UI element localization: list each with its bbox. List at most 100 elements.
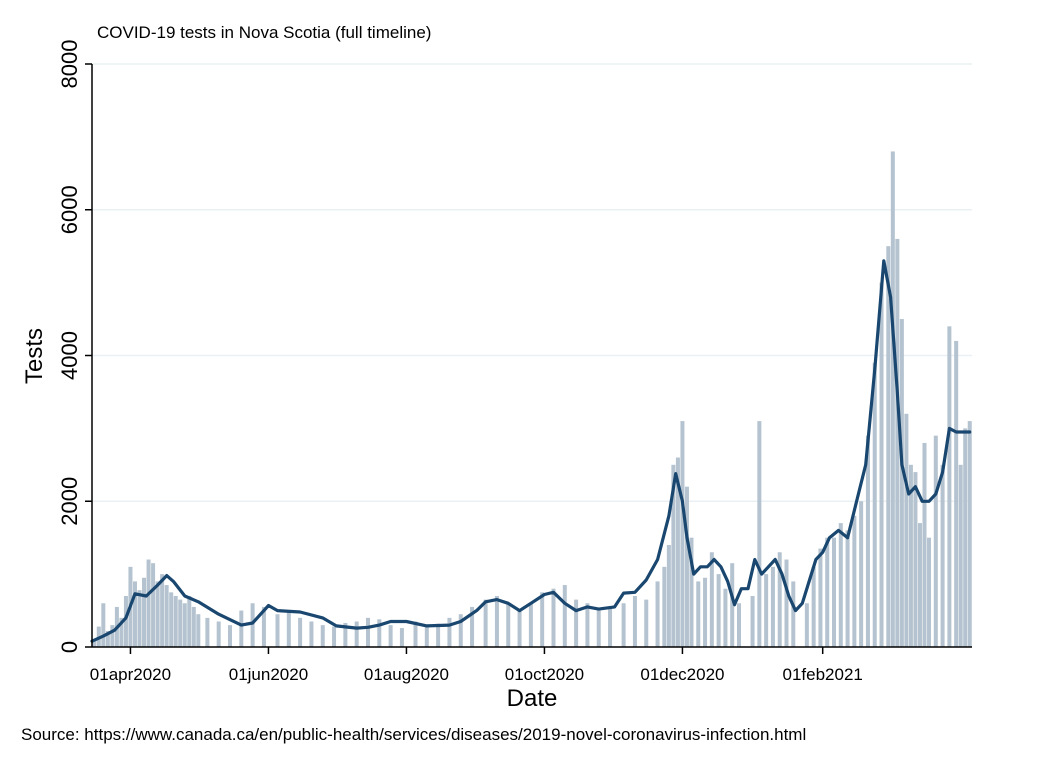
x-axis-ticks: 01apr2020 01jun2020 01aug2020 01oct2020 01de… bbox=[90, 647, 863, 684]
bar bbox=[632, 595, 637, 647]
x-axis-title: Date bbox=[507, 685, 558, 712]
bar bbox=[227, 625, 232, 647]
bar bbox=[736, 603, 741, 647]
bar bbox=[343, 622, 348, 647]
x-tick-label: 01feb2021 bbox=[783, 665, 863, 684]
bar bbox=[540, 592, 545, 647]
bar bbox=[895, 238, 900, 647]
bar bbox=[399, 628, 404, 647]
y-axis-ticks: 0 2000 4000 6000 8000 bbox=[57, 40, 92, 653]
bar bbox=[275, 614, 280, 647]
bar bbox=[655, 581, 660, 647]
bar bbox=[838, 523, 843, 647]
bar bbox=[562, 585, 567, 647]
bar bbox=[596, 610, 601, 647]
y-tick-label: 2000 bbox=[57, 477, 82, 526]
bar bbox=[506, 603, 511, 647]
bar bbox=[716, 574, 721, 647]
bar bbox=[298, 617, 303, 647]
bar bbox=[818, 548, 823, 647]
bar bbox=[483, 599, 488, 647]
bar bbox=[119, 617, 124, 647]
bar bbox=[286, 610, 291, 647]
x-tick-label: 01jun2020 bbox=[229, 665, 308, 684]
bar bbox=[92, 639, 97, 647]
bar bbox=[458, 614, 463, 647]
bar bbox=[528, 603, 533, 647]
bar bbox=[940, 464, 945, 647]
bar bbox=[917, 523, 922, 647]
bar bbox=[196, 614, 201, 647]
bar bbox=[517, 610, 522, 647]
bar bbox=[239, 610, 244, 647]
y-tick-label: 0 bbox=[57, 641, 82, 653]
bar bbox=[585, 603, 590, 647]
bar bbox=[320, 625, 325, 647]
bar bbox=[261, 606, 266, 647]
bar bbox=[825, 537, 830, 647]
bar bbox=[187, 595, 192, 647]
bar bbox=[205, 617, 210, 647]
bar bbox=[791, 581, 796, 647]
bar bbox=[388, 625, 393, 647]
daily-test-bars bbox=[92, 151, 972, 647]
bar bbox=[608, 606, 613, 647]
bar bbox=[470, 606, 475, 647]
bar bbox=[151, 563, 156, 647]
bar bbox=[927, 537, 932, 647]
smoothed-average-line bbox=[90, 259, 972, 643]
bar bbox=[954, 340, 959, 647]
bar bbox=[757, 421, 762, 647]
bar bbox=[494, 595, 499, 647]
gridlines bbox=[92, 63, 972, 502]
bar bbox=[160, 574, 165, 647]
bar bbox=[671, 464, 676, 647]
bar bbox=[908, 464, 913, 647]
bar bbox=[750, 595, 755, 647]
bar bbox=[216, 621, 221, 647]
y-tick-label: 6000 bbox=[57, 185, 82, 234]
bar bbox=[967, 421, 972, 647]
bar bbox=[709, 552, 714, 647]
bar bbox=[250, 603, 255, 647]
bar bbox=[551, 588, 556, 647]
bar bbox=[904, 413, 909, 647]
bar bbox=[913, 472, 918, 647]
y-tick-label: 4000 bbox=[57, 331, 82, 380]
bar bbox=[413, 621, 418, 647]
bar bbox=[132, 581, 137, 647]
bar bbox=[947, 326, 952, 647]
bar bbox=[666, 544, 671, 647]
bar bbox=[764, 574, 769, 647]
bar bbox=[169, 592, 174, 647]
bar bbox=[680, 421, 685, 647]
x-tick-label: 01aug2020 bbox=[364, 665, 449, 684]
bar bbox=[804, 603, 809, 647]
bar bbox=[899, 319, 904, 647]
bar bbox=[105, 630, 110, 647]
bar bbox=[365, 617, 370, 647]
bar bbox=[447, 617, 452, 647]
bar bbox=[963, 428, 968, 647]
bar bbox=[845, 530, 850, 647]
bar bbox=[123, 595, 128, 647]
bar bbox=[137, 590, 142, 647]
x-tick-label: 01apr2020 bbox=[90, 665, 171, 684]
y-axis-title: Tests bbox=[21, 328, 48, 384]
bar bbox=[696, 581, 701, 647]
bar bbox=[110, 625, 115, 647]
bar bbox=[436, 623, 441, 647]
bar bbox=[703, 577, 708, 647]
source-note: Source: https://www.canada.ca/en/public-… bbox=[21, 725, 806, 744]
bar bbox=[182, 603, 187, 647]
bar bbox=[155, 581, 160, 647]
bar bbox=[142, 577, 147, 647]
bar bbox=[832, 537, 837, 647]
bar bbox=[770, 566, 775, 647]
bar bbox=[574, 599, 579, 647]
bar bbox=[309, 621, 314, 647]
bar bbox=[644, 599, 649, 647]
bar bbox=[890, 151, 895, 647]
bar bbox=[684, 486, 689, 647]
